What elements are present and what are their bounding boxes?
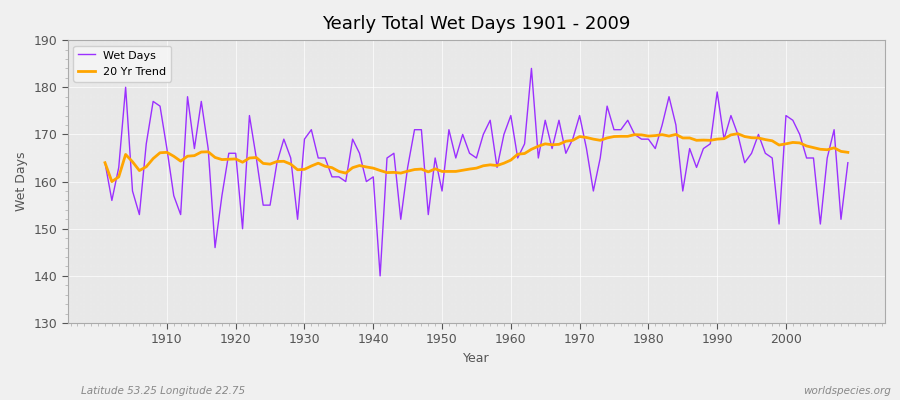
Wet Days	[347, 137, 358, 142]
Wet Days	[100, 160, 111, 165]
Text: Latitude 53.25 Longitude 22.75: Latitude 53.25 Longitude 22.75	[81, 386, 245, 396]
20 Yr Trend	[161, 150, 172, 155]
20 Yr Trend	[512, 152, 523, 157]
Line: 20 Yr Trend: 20 Yr Trend	[105, 134, 848, 182]
Wet Days	[155, 104, 166, 108]
20 Yr Trend	[733, 131, 743, 136]
Wet Days	[506, 113, 517, 118]
20 Yr Trend	[106, 179, 117, 184]
Wet Days	[526, 66, 537, 71]
Line: Wet Days: Wet Days	[105, 68, 848, 276]
20 Yr Trend	[595, 138, 606, 143]
Title: Yearly Total Wet Days 1901 - 2009: Yearly Total Wet Days 1901 - 2009	[322, 15, 631, 33]
Legend: Wet Days, 20 Yr Trend: Wet Days, 20 Yr Trend	[74, 46, 171, 82]
Wet Days	[374, 274, 385, 278]
Text: worldspecies.org: worldspecies.org	[803, 386, 891, 396]
Wet Days	[602, 104, 613, 108]
20 Yr Trend	[842, 150, 853, 155]
Wet Days	[842, 160, 853, 165]
Wet Days	[512, 156, 523, 160]
X-axis label: Year: Year	[464, 352, 490, 365]
20 Yr Trend	[354, 163, 364, 168]
Y-axis label: Wet Days: Wet Days	[15, 152, 28, 211]
20 Yr Trend	[506, 158, 517, 162]
20 Yr Trend	[100, 160, 111, 165]
Wet Days	[306, 127, 317, 132]
20 Yr Trend	[313, 161, 324, 166]
